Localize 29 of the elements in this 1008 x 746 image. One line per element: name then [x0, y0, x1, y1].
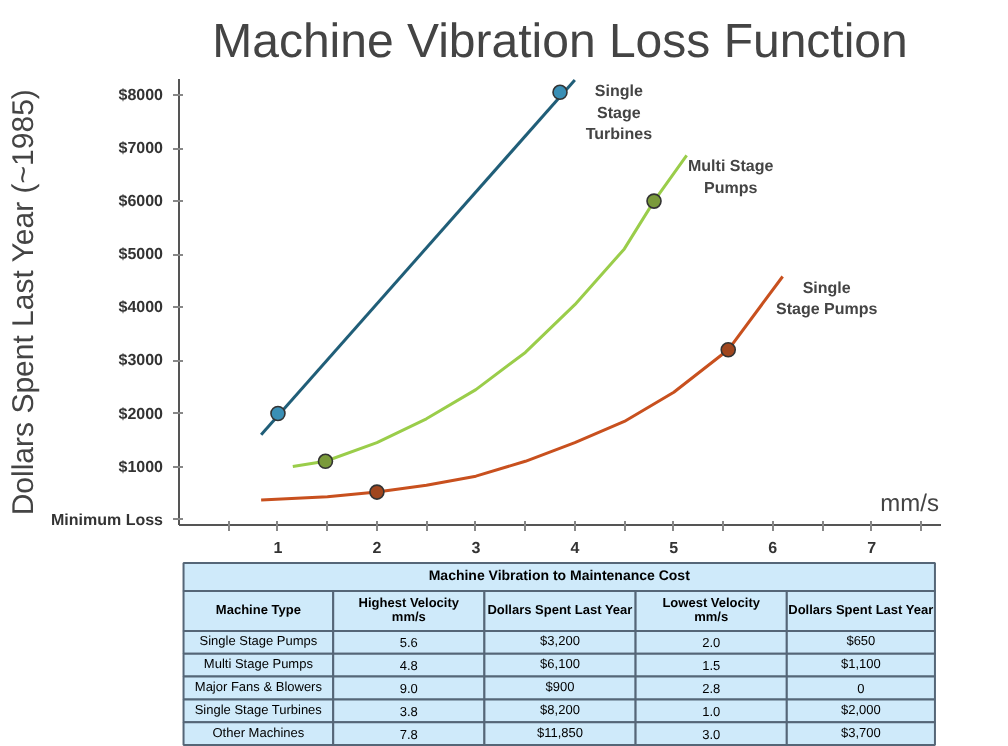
point: [720, 342, 737, 358]
line-series: [291, 153, 689, 469]
point: [317, 453, 334, 470]
y-tick-label: $5000: [118, 245, 165, 264]
x-tick-label: 5: [669, 539, 680, 557]
y-tick-label: $7000: [118, 139, 165, 158]
y-tick-label: Minimum Loss: [50, 510, 165, 529]
x-axis-title: mm/s: [880, 489, 939, 517]
x-tick-label: 2: [372, 539, 383, 557]
point: [552, 84, 568, 101]
point: [369, 484, 385, 500]
x-tick-label: 3: [471, 539, 482, 557]
x-tick-label: 4: [570, 539, 581, 557]
x-tick-label: 6: [768, 539, 779, 557]
series-label: Single Stage Pumps: [775, 278, 879, 319]
y-tick-label: $1000: [118, 457, 165, 476]
y-axis-title: Dollars Spent Last Year (~1985): [6, 89, 41, 516]
y-tick-label: $8000: [118, 85, 165, 104]
chart-title: Machine Vibration Loss Function: [212, 15, 908, 69]
series-label: Single Stage Turbines: [585, 82, 654, 144]
y-tick-label: $3000: [118, 351, 165, 370]
point: [270, 405, 286, 422]
point: [646, 193, 662, 209]
series-label: Multi Stage Pumps: [688, 157, 775, 198]
x-tick-label: 1: [273, 539, 284, 557]
y-tick-label: $4000: [118, 298, 165, 317]
y-tick-label: $2000: [118, 404, 165, 423]
y-tick-label: $6000: [118, 192, 165, 211]
x-tick-label: 7: [867, 539, 878, 557]
